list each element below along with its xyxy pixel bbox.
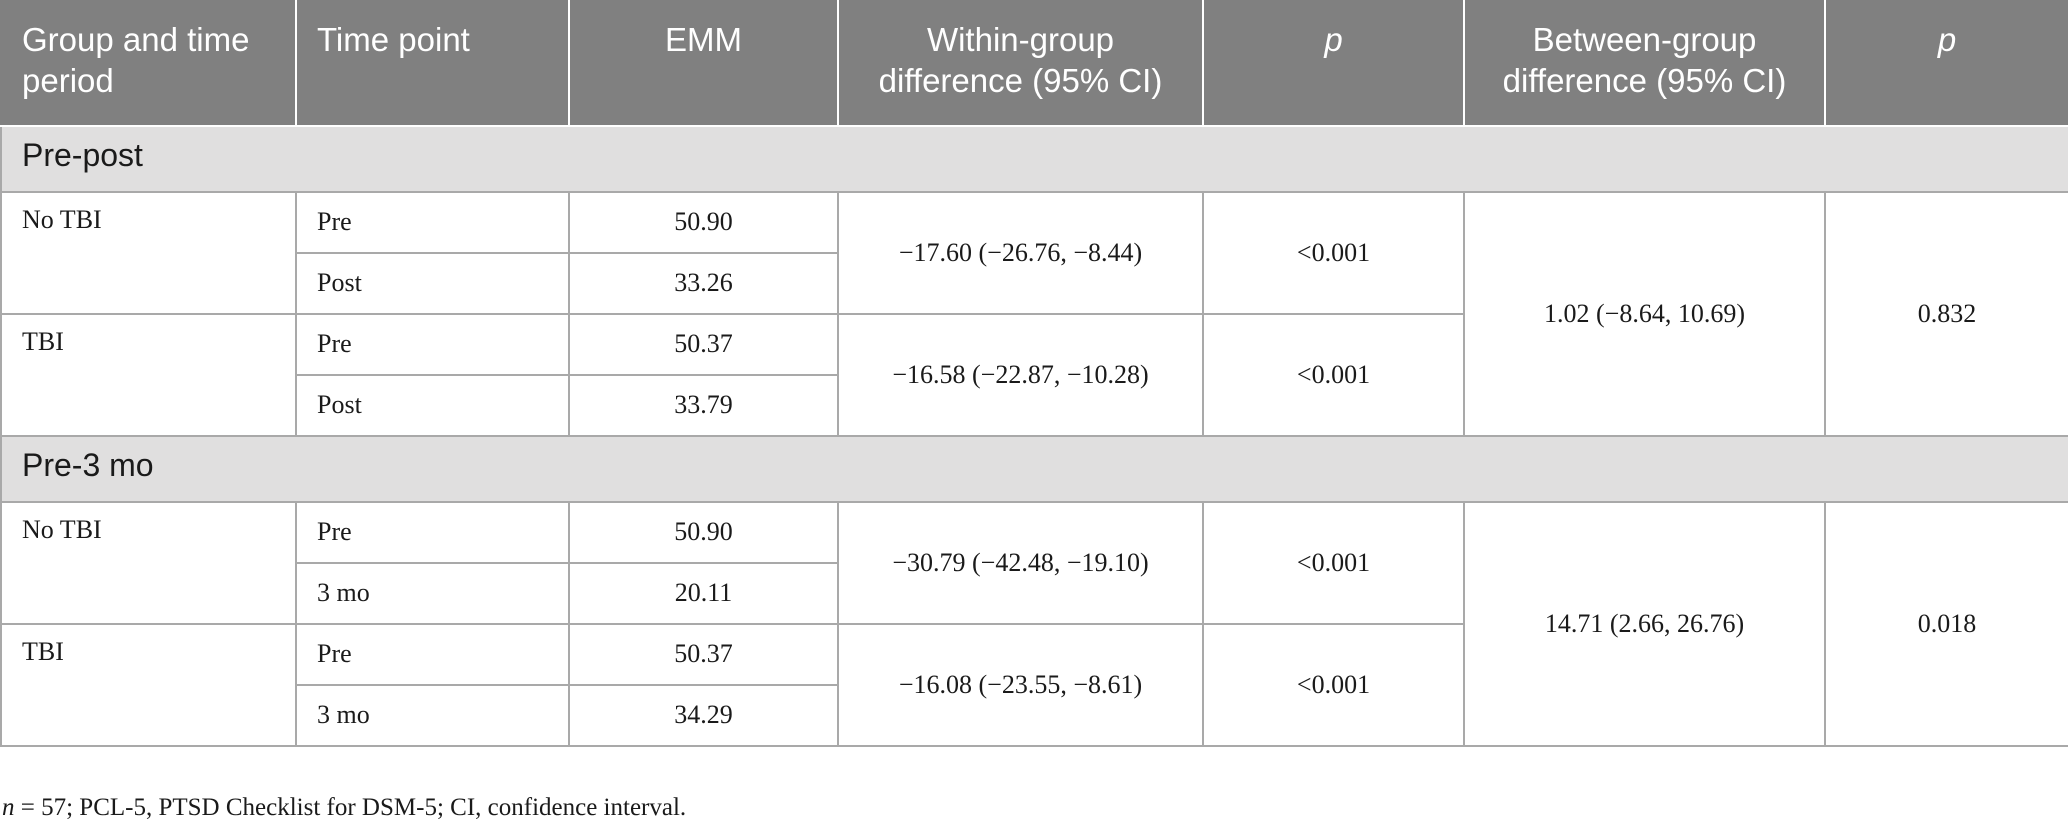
table-footnote: n = 57; PCL-5, PTSD Checklist for DSM-5;… [2, 794, 686, 822]
emm-value: 33.79 [568, 374, 839, 437]
within-diff: −16.58 (−22.87, −10.28) [837, 313, 1204, 437]
between-diff: 1.02 (−8.64, 10.69) [1463, 191, 1826, 437]
header-time-point: Time point [295, 0, 570, 127]
section-row-pre-post: Pre-post [0, 125, 2068, 193]
table-row: Post 33.26 [1, 252, 2068, 315]
table-row: 3 mo 20.11 [1, 562, 2068, 625]
within-p: <0.001 [1202, 501, 1465, 625]
time-point: Pre [295, 313, 570, 376]
within-diff: −30.79 (−42.48, −19.10) [837, 501, 1204, 625]
within-p: <0.001 [1202, 191, 1465, 315]
group-name: No TBI [0, 501, 297, 625]
table-row: No TBI Pre 50.90 −30.79 (−42.48, −19.10)… [0, 501, 2068, 747]
between-diff: 14.71 (2.66, 26.76) [1463, 501, 1826, 747]
within-diff: −17.60 (−26.76, −8.44) [837, 191, 1204, 315]
emm-value: 50.37 [568, 623, 839, 686]
emm-value: 50.37 [568, 313, 839, 376]
within-diff: −16.08 (−23.55, −8.61) [837, 623, 1204, 747]
emm-value: 34.29 [568, 684, 839, 747]
table-row: No TBI Pre 50.90 −17.60 (−26.76, −8.44) … [0, 191, 2068, 437]
results-table-container: Group and time period Time point EMM Wit… [0, 0, 2068, 747]
table-row: TBI Pre 50.37 −16.08 (−23.55, −8.61) <0.… [0, 623, 2068, 747]
header-p-within: p [1202, 0, 1465, 127]
group-name: TBI [0, 623, 297, 747]
footnote-text: = 57; PCL-5, PTSD Checklist for DSM-5; C… [14, 794, 687, 821]
header-group: Group and time period [0, 0, 297, 127]
table-row: TBI Pre 50.37 −16.58 (−22.87, −10.28) <0… [0, 313, 2068, 437]
time-point: Post [295, 374, 570, 437]
header-row: Group and time period Time point EMM Wit… [0, 0, 2068, 127]
within-p: <0.001 [1202, 313, 1465, 437]
table-row: Post 33.79 [1, 374, 2068, 437]
time-point: Pre [295, 501, 570, 564]
header-within-diff: Within-group difference (95% CI) [837, 0, 1204, 127]
emm-value: 33.26 [568, 252, 839, 315]
section-label: Pre-3 mo [0, 435, 2068, 503]
results-table: Group and time period Time point EMM Wit… [0, 0, 2068, 747]
header-p-between-label: p [1937, 21, 1957, 58]
section-label: Pre-post [0, 125, 2068, 193]
between-p: 0.832 [1824, 191, 2068, 437]
footnote-n-symbol: n [2, 794, 15, 821]
header-between-diff: Between-group difference (95% CI) [1463, 0, 1826, 127]
header-emm: EMM [568, 0, 839, 127]
within-p: <0.001 [1202, 623, 1465, 747]
time-point: Post [295, 252, 570, 315]
time-point: Pre [295, 191, 570, 254]
section-row-pre-3mo: Pre-3 mo [0, 435, 2068, 503]
group-name: No TBI [0, 191, 297, 315]
time-point: Pre [295, 623, 570, 686]
group-name: TBI [0, 313, 297, 437]
table-body: Pre-post No TBI Pre 50.90 −17.60 (−26.76… [0, 125, 2068, 747]
between-p: 0.018 [1824, 501, 2068, 747]
emm-value: 50.90 [568, 191, 839, 254]
table-row: 3 mo 34.29 [1, 684, 2068, 747]
time-point: 3 mo [295, 562, 570, 625]
header-p-within-label: p [1324, 21, 1343, 58]
emm-value: 20.11 [568, 562, 839, 625]
emm-value: 50.90 [568, 501, 839, 564]
time-point: 3 mo [295, 684, 570, 747]
table-header: Group and time period Time point EMM Wit… [0, 0, 2068, 127]
header-p-between: p [1824, 0, 2068, 127]
